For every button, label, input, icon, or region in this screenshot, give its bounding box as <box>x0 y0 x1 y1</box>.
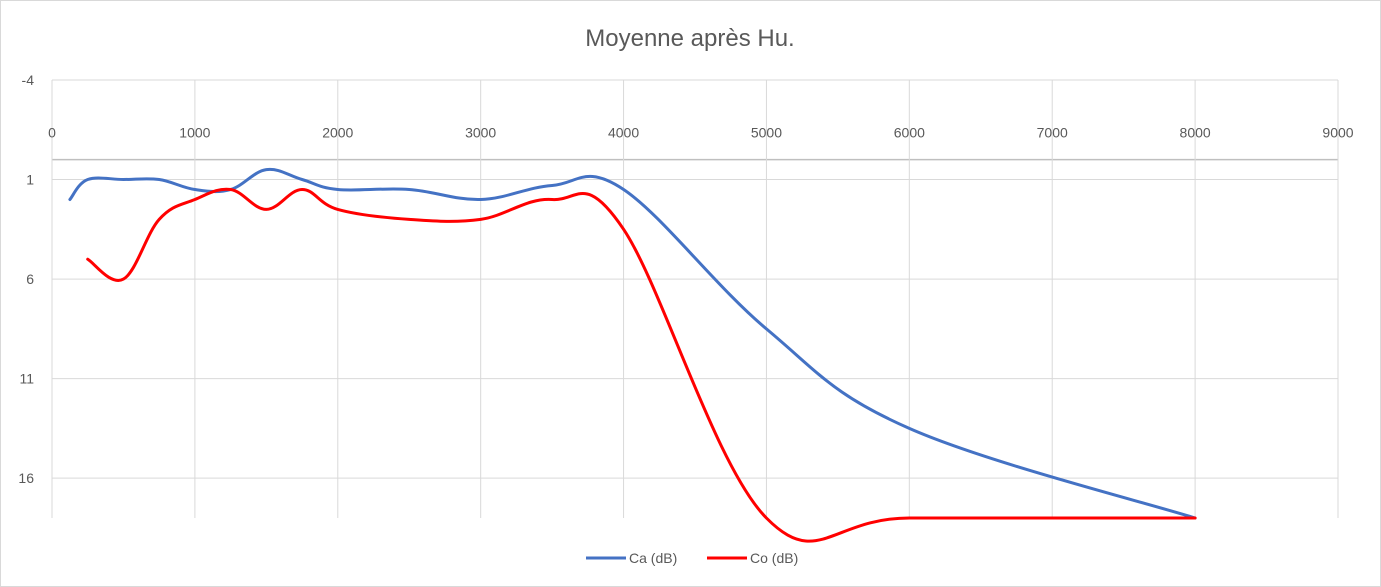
x-tick-label: 5000 <box>751 125 782 141</box>
x-tick-label: 2000 <box>322 125 353 141</box>
y-tick-label: 11 <box>19 371 34 387</box>
x-tick-label: 3000 <box>465 125 496 141</box>
legend-label-0: Ca (dB) <box>629 550 677 566</box>
legend: Ca (dB) Co (dB) <box>586 550 798 566</box>
legend-label-1: Co (dB) <box>750 550 798 566</box>
x-tick-label: 8000 <box>1180 125 1211 141</box>
x-tick-label: 6000 <box>894 125 925 141</box>
x-tick-label: 7000 <box>1037 125 1068 141</box>
grid-lines <box>51 79 1339 518</box>
series-lines <box>68 167 1197 543</box>
y-tick-label: -4 <box>22 72 35 88</box>
x-axis-tick-labels: 0 1000 2000 3000 4000 5000 6000 7000 8000 9000 <box>48 125 1354 141</box>
y-tick-label: 6 <box>26 271 34 287</box>
x-tick-label: 4000 <box>608 125 639 141</box>
x-tick-label: 9000 <box>1322 125 1353 141</box>
x-tick-label: 0 <box>48 125 56 141</box>
y-tick-label: 1 <box>26 172 34 188</box>
series-line-1 <box>86 187 1197 543</box>
y-tick-label: 16 <box>18 470 34 486</box>
x-tick-label: 1000 <box>179 125 210 141</box>
series-line-0 <box>68 167 1197 520</box>
chart-title: Moyenne après Hu. <box>585 25 794 52</box>
